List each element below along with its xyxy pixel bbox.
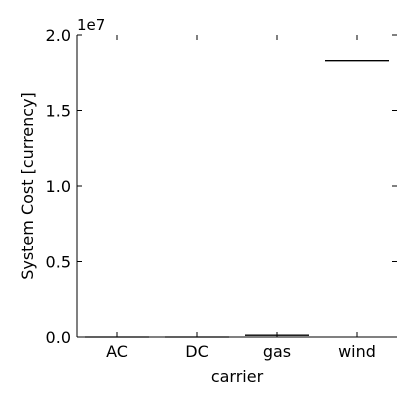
y-axis-ticks: 0.0 0.5 1.0 1.5 2.0 — [46, 26, 397, 347]
bar-marks — [85, 60, 389, 338]
x-tick-label: gas — [263, 342, 291, 361]
x-axis-ticks: AC DC gas wind — [106, 35, 376, 361]
x-tick-label: DC — [185, 342, 209, 361]
y-tick-label: 2.0 — [46, 26, 71, 45]
y-tick-label: 0.0 — [46, 328, 71, 347]
x-axis-label: carrier — [211, 367, 264, 386]
y-tick-label: 1.5 — [46, 102, 71, 121]
y-offset-label: 1e7 — [77, 16, 105, 34]
x-tick-label: AC — [106, 342, 128, 361]
x-tick-label: wind — [338, 342, 376, 361]
y-tick-label: 0.5 — [46, 253, 71, 272]
y-axis-label: System Cost [currency] — [18, 92, 37, 280]
plot-area — [76, 35, 397, 338]
y-tick-label: 1.0 — [46, 177, 71, 196]
